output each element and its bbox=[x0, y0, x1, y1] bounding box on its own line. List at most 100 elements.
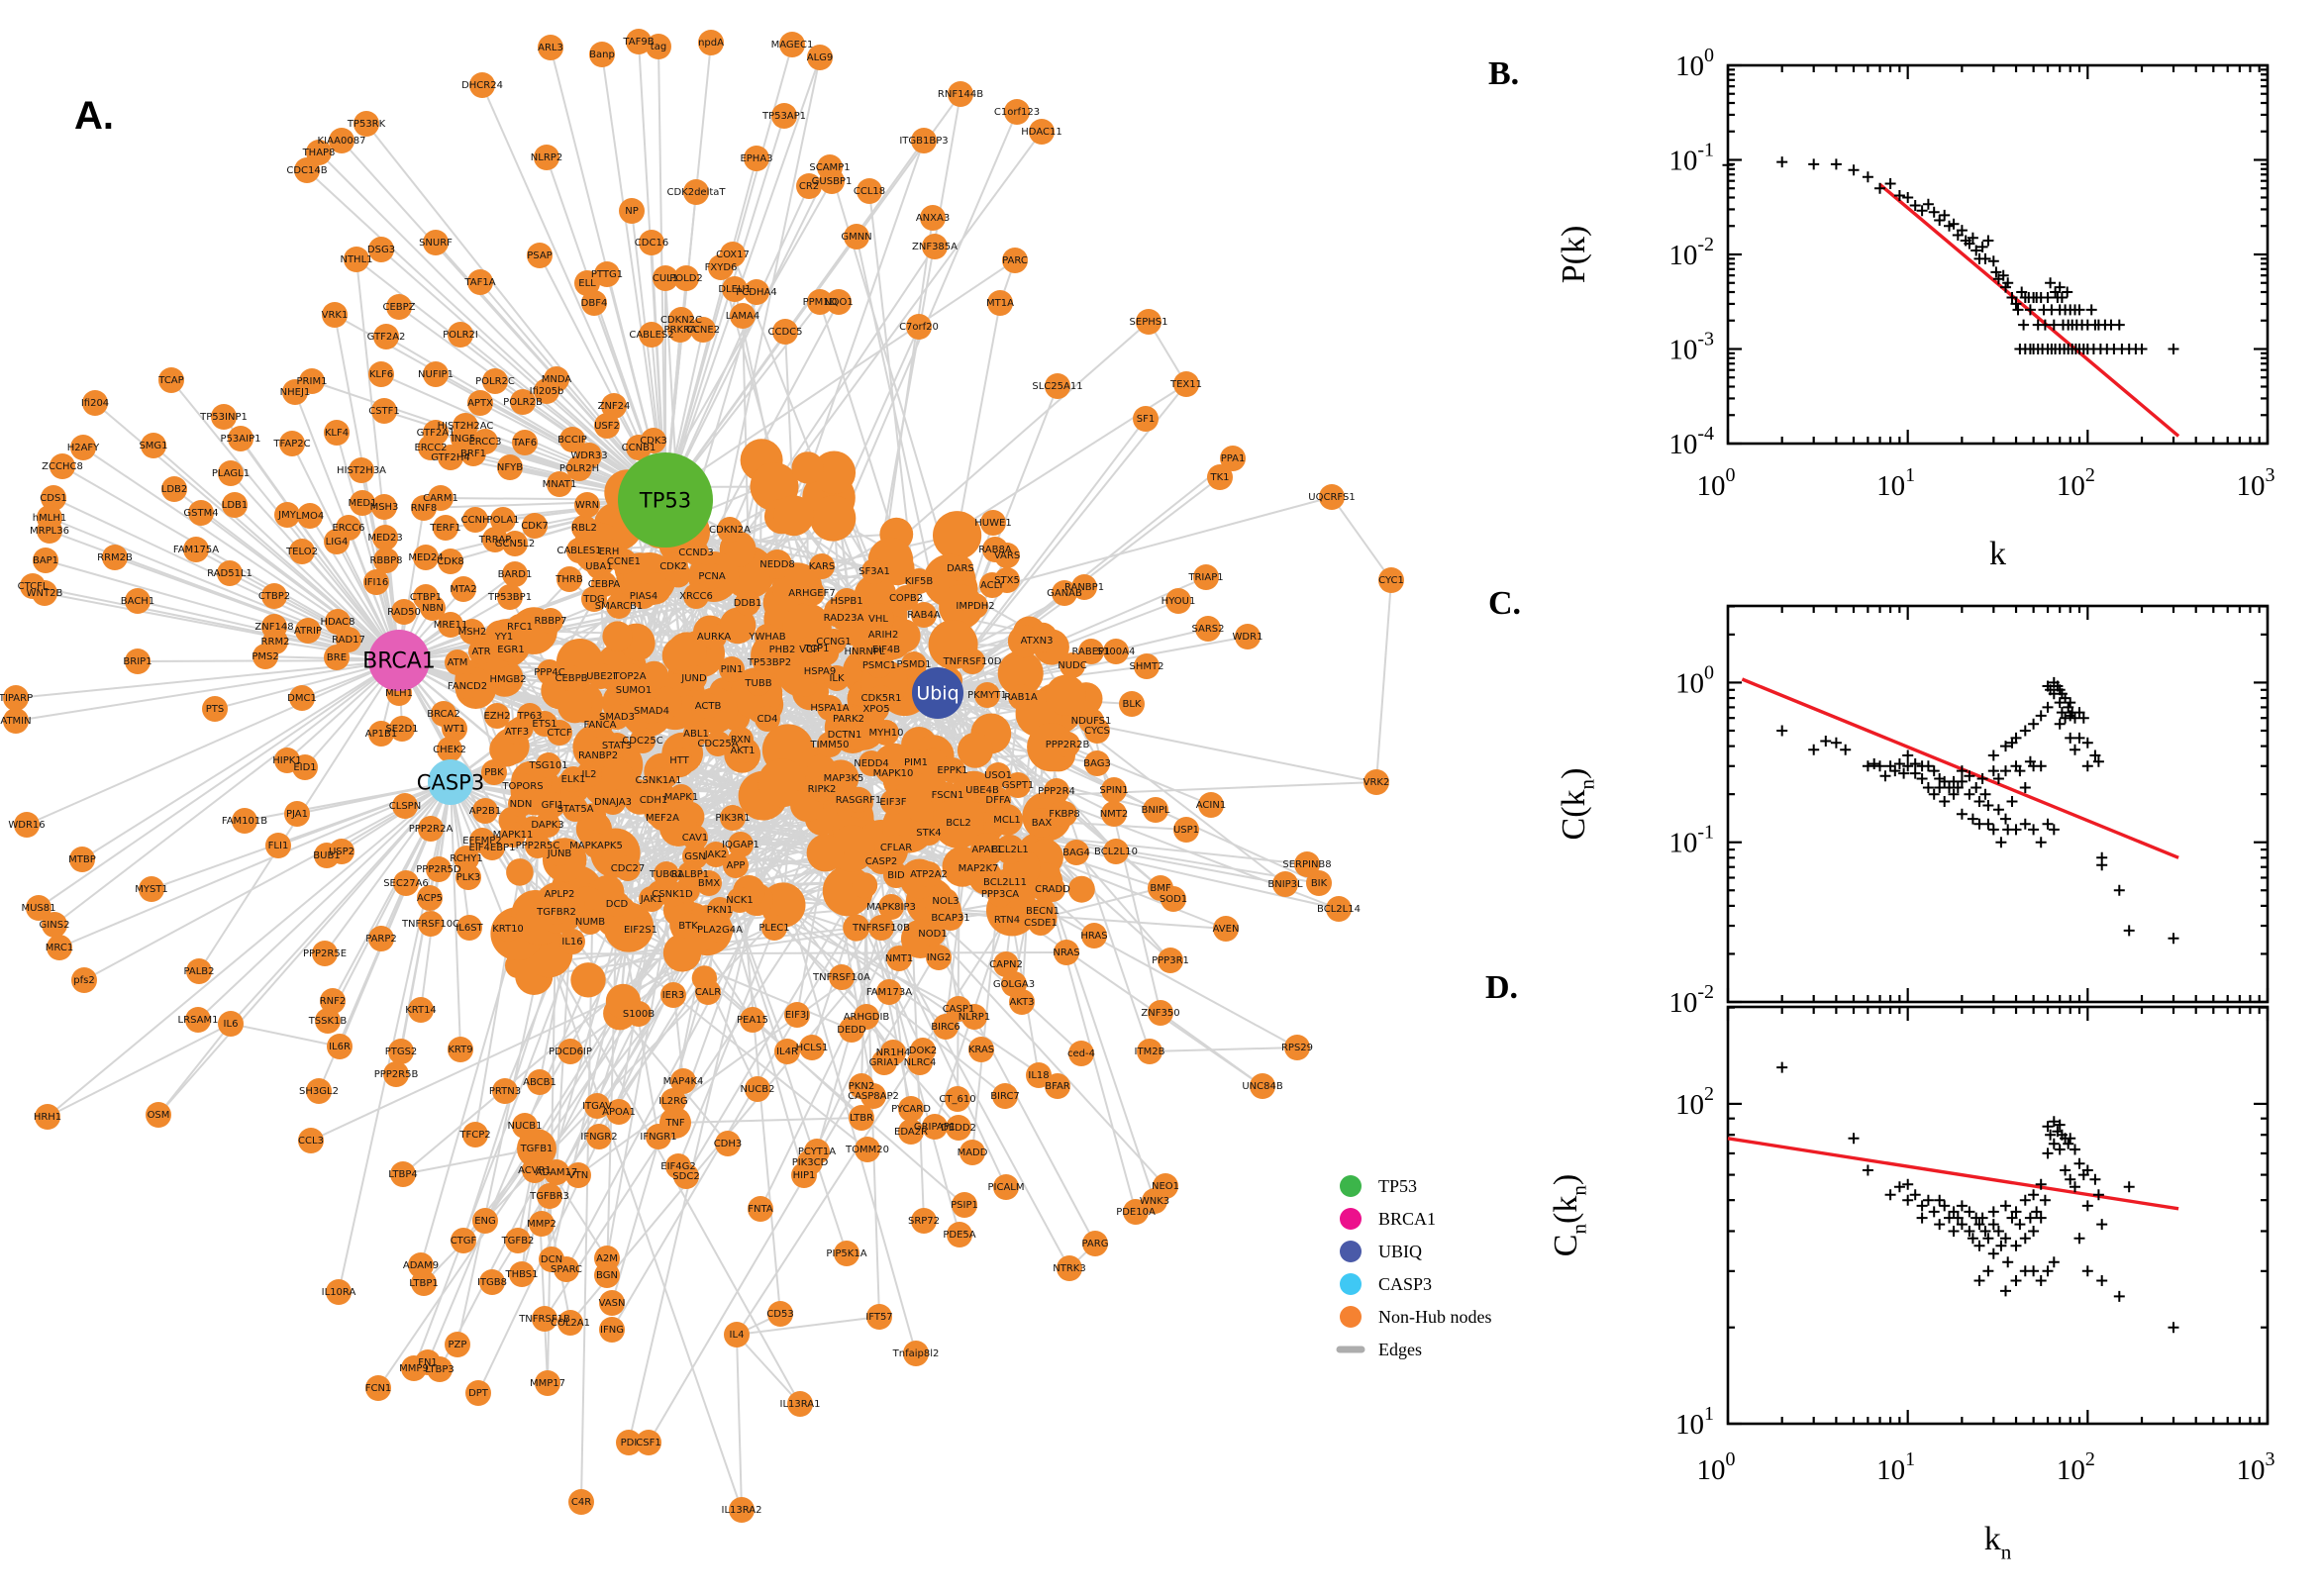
network-node bbox=[158, 367, 184, 393]
network-node bbox=[423, 230, 449, 255]
network-node bbox=[746, 670, 771, 696]
svg-text:PPP3CA: PPP3CA bbox=[981, 889, 1019, 900]
network-node bbox=[497, 454, 523, 480]
svg-text:KRT9: KRT9 bbox=[448, 1045, 472, 1055]
network-node bbox=[576, 761, 602, 787]
network-node bbox=[994, 567, 1020, 593]
network-node bbox=[911, 1208, 937, 1234]
network-node bbox=[33, 548, 58, 573]
svg-text:Ifi204: Ifi204 bbox=[81, 398, 109, 409]
network-node bbox=[14, 812, 40, 838]
network-node bbox=[544, 366, 569, 392]
svg-text:GOLGA3: GOLGA3 bbox=[993, 979, 1035, 990]
network-node bbox=[146, 1102, 171, 1128]
svg-text:VTN: VTN bbox=[568, 1170, 588, 1181]
network-node bbox=[527, 1069, 553, 1095]
svg-text:CT_610: CT_610 bbox=[939, 1094, 975, 1105]
svg-text:LTBP1: LTBP1 bbox=[409, 1278, 439, 1289]
network-node bbox=[727, 887, 753, 913]
network-node bbox=[1326, 896, 1352, 922]
network-node bbox=[898, 1096, 924, 1122]
network-node bbox=[723, 852, 749, 878]
svg-text:BFAR: BFAR bbox=[1045, 1081, 1070, 1092]
svg-text:ZNF350: ZNF350 bbox=[1141, 1008, 1179, 1019]
svg-text:WNT2B: WNT2B bbox=[27, 588, 63, 599]
svg-text:PARP2: PARP2 bbox=[365, 934, 397, 945]
network-node bbox=[522, 513, 548, 539]
svg-text:MAPK11: MAPK11 bbox=[493, 830, 534, 841]
svg-text:C7orf20: C7orf20 bbox=[899, 322, 939, 333]
network-node bbox=[574, 270, 600, 296]
svg-text:ARL3: ARL3 bbox=[538, 43, 563, 53]
svg-text:XPO5: XPO5 bbox=[862, 704, 889, 715]
network-node bbox=[683, 540, 709, 565]
network-node bbox=[596, 539, 622, 564]
network-node bbox=[922, 234, 948, 259]
network-node bbox=[536, 752, 561, 778]
network-node bbox=[454, 673, 480, 699]
svg-text:H2AFY: H2AFY bbox=[67, 443, 100, 453]
network-node bbox=[906, 314, 932, 340]
network-node bbox=[589, 42, 615, 67]
network-node bbox=[993, 951, 1019, 977]
svg-text:CDKN2C: CDKN2C bbox=[660, 315, 702, 326]
svg-text:CDH1: CDH1 bbox=[640, 795, 668, 806]
svg-text:100: 100 bbox=[1675, 661, 1714, 699]
svg-text:OSM: OSM bbox=[148, 1110, 170, 1121]
svg-text:TOPORS: TOPORS bbox=[501, 781, 543, 792]
svg-text:CEBPA: CEBPA bbox=[588, 579, 621, 590]
network-node bbox=[568, 1489, 594, 1515]
svg-text:RIPK2: RIPK2 bbox=[808, 784, 837, 795]
svg-text:TP53RK: TP53RK bbox=[347, 119, 386, 130]
svg-text:NRAS: NRAS bbox=[1053, 948, 1079, 958]
network-node bbox=[1057, 1255, 1082, 1281]
network-node bbox=[995, 835, 1025, 864]
network-node bbox=[600, 789, 626, 815]
svg-text:PZP: PZP bbox=[449, 1340, 467, 1350]
svg-text:ITM2B: ITM2B bbox=[1135, 1047, 1165, 1057]
svg-text:CARM1: CARM1 bbox=[423, 493, 458, 504]
svg-text:EPHA3: EPHA3 bbox=[740, 153, 772, 164]
svg-text:100: 100 bbox=[1697, 1448, 1736, 1486]
svg-text:ALG9: ALG9 bbox=[807, 52, 834, 63]
svg-text:ACTB: ACTB bbox=[695, 701, 722, 712]
svg-text:ERCC6: ERCC6 bbox=[332, 523, 364, 534]
network-node bbox=[606, 1099, 632, 1125]
svg-text:DARS: DARS bbox=[947, 563, 974, 574]
network-node bbox=[920, 205, 946, 231]
svg-text:RAD17: RAD17 bbox=[332, 635, 365, 646]
plot-frame bbox=[1726, 63, 2270, 446]
network-node bbox=[556, 566, 582, 592]
svg-text:BAP1: BAP1 bbox=[33, 555, 58, 566]
svg-text:GTF2A2: GTF2A2 bbox=[367, 332, 406, 343]
svg-text:EPPK1: EPPK1 bbox=[937, 765, 967, 776]
network-node bbox=[222, 492, 248, 518]
svg-text:YY1: YY1 bbox=[494, 632, 514, 643]
plot-frame bbox=[1726, 1005, 2270, 1426]
svg-text:CRADD: CRADD bbox=[1035, 884, 1070, 895]
network-node bbox=[1195, 616, 1221, 642]
svg-text:MNDA: MNDA bbox=[542, 374, 572, 385]
network-node bbox=[1060, 652, 1085, 678]
svg-text:C4R: C4R bbox=[571, 1497, 591, 1508]
legend-label: BRCA1 bbox=[1378, 1209, 1436, 1229]
network-node bbox=[784, 1002, 810, 1028]
svg-text:APOA1: APOA1 bbox=[602, 1107, 636, 1118]
svg-text:CD4: CD4 bbox=[757, 714, 777, 725]
network-node bbox=[559, 929, 585, 954]
network-node bbox=[880, 789, 906, 815]
svg-text:PLEC1: PLEC1 bbox=[758, 923, 789, 934]
network-node bbox=[961, 1004, 987, 1030]
svg-text:PCYT1A: PCYT1A bbox=[798, 1147, 836, 1157]
network-node bbox=[654, 861, 679, 887]
network-node bbox=[1026, 1062, 1052, 1088]
svg-text:PHB2: PHB2 bbox=[769, 645, 796, 655]
network-node bbox=[1213, 916, 1239, 942]
network-node bbox=[762, 549, 792, 579]
svg-text:CYC1: CYC1 bbox=[1378, 575, 1404, 586]
svg-text:RCHY1: RCHY1 bbox=[450, 853, 482, 864]
svg-text:RNF2: RNF2 bbox=[320, 996, 347, 1007]
network-node bbox=[819, 168, 845, 194]
svg-text:PIAS4: PIAS4 bbox=[630, 591, 658, 602]
network-node bbox=[604, 704, 630, 730]
